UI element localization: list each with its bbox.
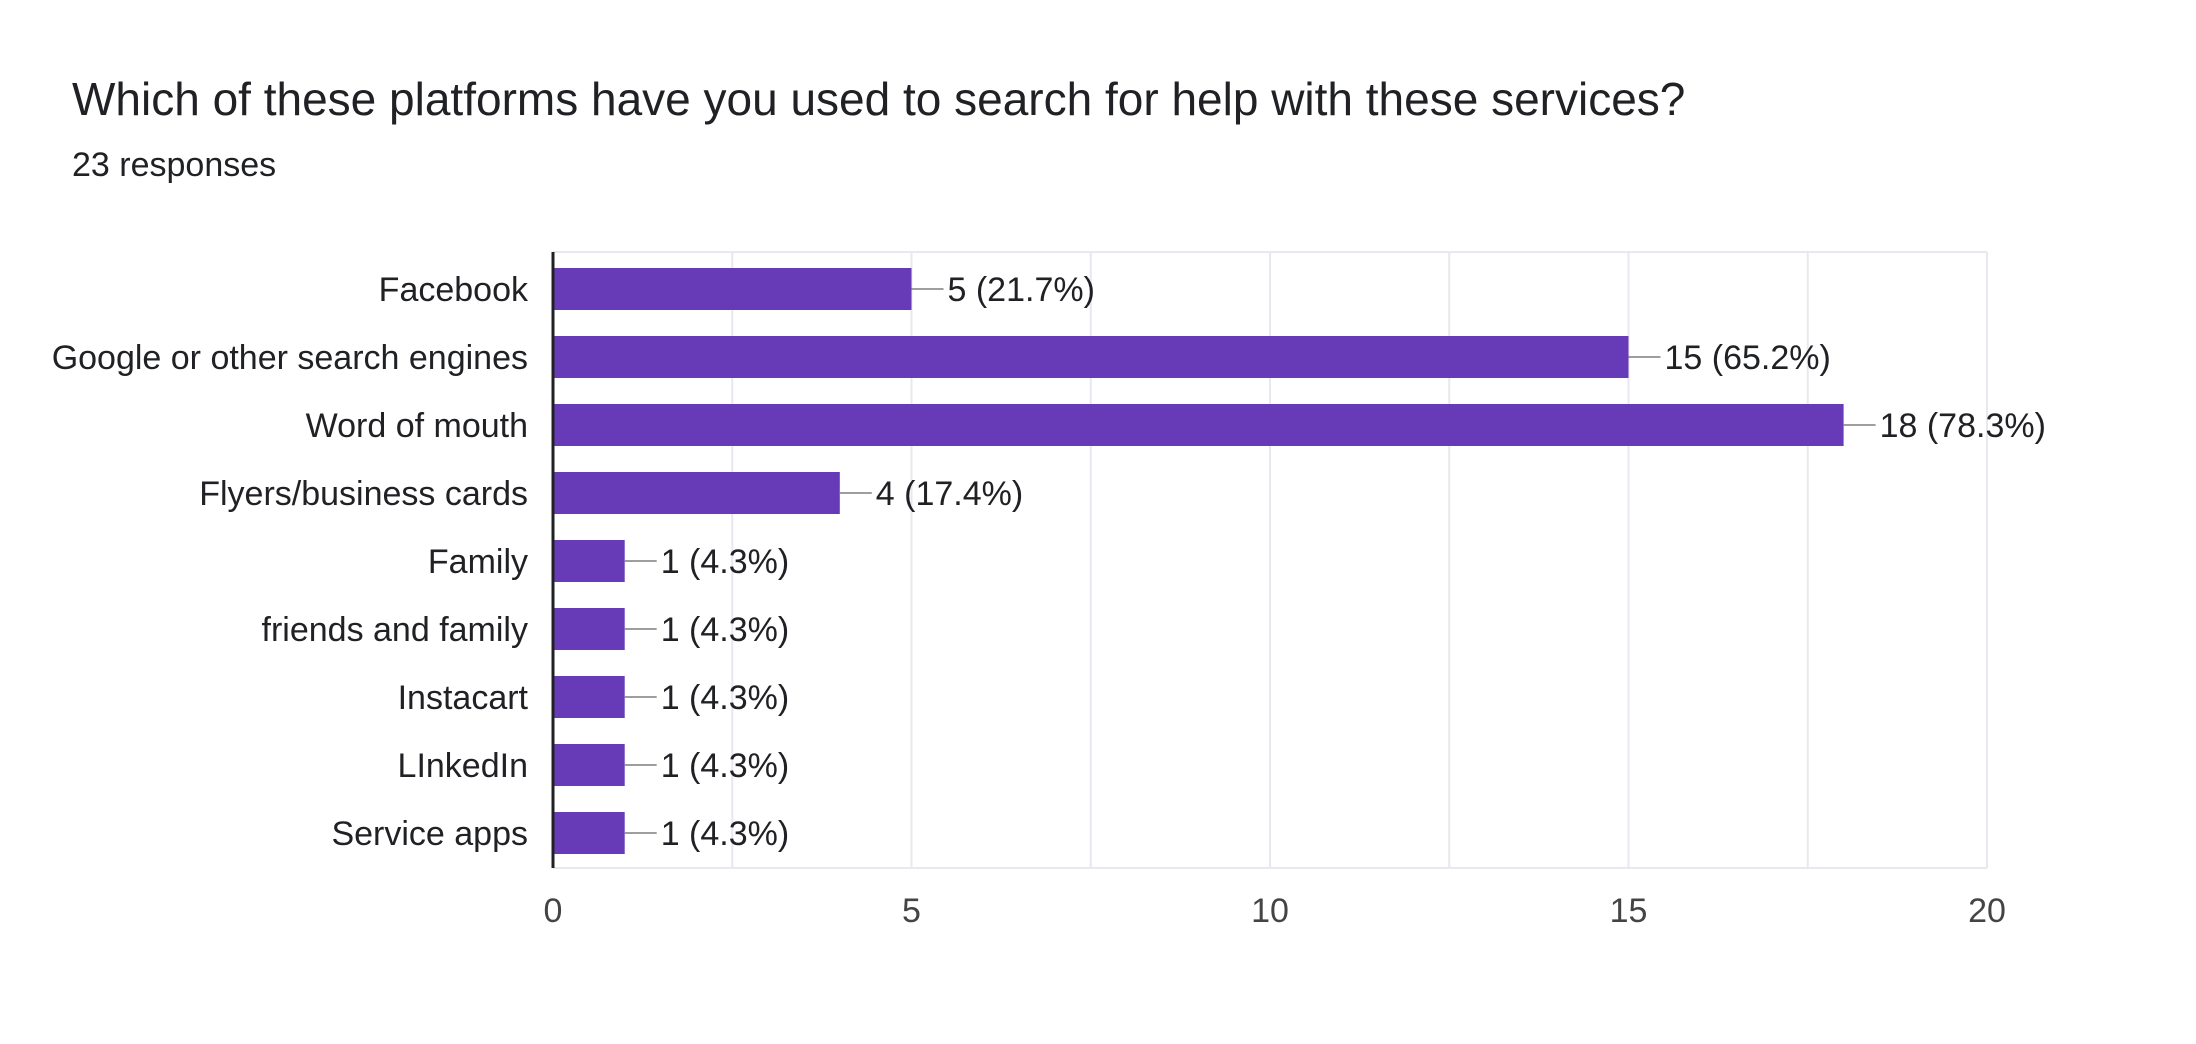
bar [553,608,625,650]
bar [553,676,625,718]
x-tick-label: 5 [902,892,921,930]
data-label: 1 (4.3%) [661,611,790,649]
data-label: 1 (4.3%) [661,747,790,785]
x-tick-label: 15 [1610,892,1648,930]
data-label: 1 (4.3%) [661,815,790,853]
bars [553,268,1844,854]
response-count: 23 responses [72,146,277,184]
category-label: Family [428,543,528,581]
category-label: Facebook [379,271,529,309]
category-label: friends and family [262,611,528,649]
bar [553,404,1844,446]
x-tick-label: 0 [544,892,563,930]
chart-title: Which of these platforms have you used t… [72,73,1686,125]
category-label: Word of mouth [306,407,528,445]
data-label: 1 (4.3%) [661,543,790,581]
x-axis-ticks: 0 5 10 15 20 [544,892,2006,930]
data-label: 5 (21.7%) [948,271,1095,309]
data-label: 4 (17.4%) [876,475,1023,513]
category-label: LInkedIn [398,747,528,785]
x-tick-label: 20 [1968,892,2006,930]
bar [553,540,625,582]
category-label: Flyers/business cards [199,475,528,513]
bar [553,812,625,854]
bar [553,336,1629,378]
x-tick-label: 10 [1251,892,1289,930]
data-label: 18 (78.3%) [1880,407,2046,445]
category-label: Service apps [331,815,528,853]
data-labels: 5 (21.7%) 15 (65.2%) 18 (78.3%) 4 (17.4%) 1 … [624,271,2046,853]
category-labels: Facebook Google or other search engines Wo… [52,271,529,853]
data-label: 15 (65.2%) [1665,339,1831,377]
category-label: Google or other search engines [52,339,528,377]
bar [553,268,912,310]
category-label: Instacart [398,679,529,717]
bar [553,472,840,514]
bar [553,744,625,786]
data-label: 1 (4.3%) [661,679,790,717]
